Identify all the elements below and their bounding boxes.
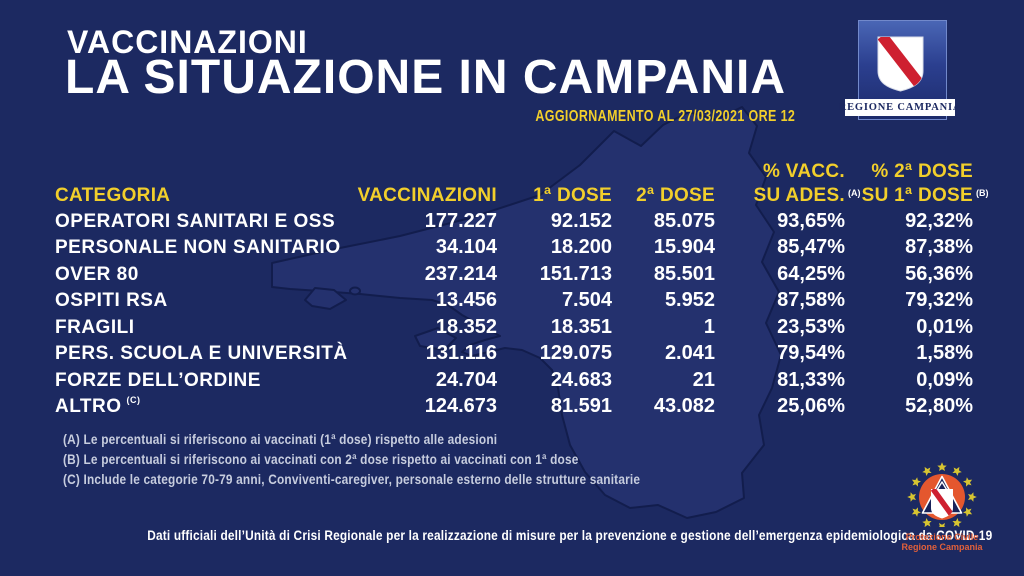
footnote-a: (A) Le percentuali si riferiscono ai vac…: [63, 432, 498, 447]
row-dose2: 5.952: [664, 289, 715, 312]
row-vaccinations: 237.214: [424, 262, 497, 285]
table-row: ALTRO (C) 124.673 81.591 43.082 25,06% 52…: [55, 394, 973, 421]
campania-shield-icon: [877, 36, 924, 92]
row-pct-adhesion: 81,33%: [777, 368, 845, 391]
row-category: PERS. SCUOLA E UNIVERSITÀ: [55, 343, 348, 365]
row-vaccinations: 131.116: [425, 342, 497, 365]
row-pct-dose2: 0,01%: [916, 315, 973, 338]
table-row: FORZE DELL’ORDINE 24.704 24.683 21 81,33…: [55, 367, 973, 394]
row-vaccinations: 13.456: [435, 289, 497, 312]
column-header-dose1: 1ª DOSE: [533, 185, 612, 206]
table-row: OSPITI RSA 13.456 7.504 5.952 87,58% 79,…: [55, 288, 973, 315]
protezione-civile-logo: Protezione Civile Regione Campania: [898, 461, 986, 552]
row-dose2: 85.501: [653, 262, 715, 285]
civil-logo-caption-line2: Regione Campania: [901, 542, 983, 552]
column-header-pct-adhesion: % VACC. SU ADES. (A): [753, 161, 861, 206]
regione-logo-banner: REGIONE CAMPANIA: [839, 99, 960, 116]
protezione-civile-emblem-icon: [907, 462, 977, 532]
table-row: PERSONALE NON SANITARIO 34.104 18.200 15…: [55, 235, 973, 262]
row-pct-dose2: 92,32%: [905, 209, 973, 232]
footnote-c: (C) Include le categorie 70-79 anni, Con…: [63, 472, 641, 487]
capri-island: [414, 327, 457, 351]
row-pct-dose2: 1,58%: [916, 342, 973, 365]
civil-logo-caption-line1: Protezione Civile: [905, 532, 979, 542]
kicker-title: VACCINAZIONI: [67, 24, 308, 60]
row-vaccinations: 34.104: [435, 236, 497, 259]
row-dose1: 92.152: [550, 209, 612, 232]
row-dose2: 85.075: [653, 209, 715, 232]
row-category: ALTRO: [55, 396, 122, 418]
table-header-row: CATEGORIA VACCINAZIONI 1ª DOSE 2ª DOSE %…: [55, 154, 989, 208]
table-row: OPERATORI SANITARI E OSS 177.227 92.152 …: [55, 208, 973, 235]
row-dose2: 1: [703, 315, 715, 338]
data-source-line: Dati ufficiali dell’Unità di Crisi Regio…: [147, 528, 993, 543]
row-category: FRAGILI: [55, 316, 135, 338]
row-dose1: 18.200: [550, 236, 612, 259]
row-pct-dose2: 0,09%: [916, 368, 973, 391]
row-vaccinations: 24.704: [435, 368, 497, 391]
row-pct-dose2: 87,38%: [905, 236, 973, 259]
row-dose2: 43.082: [653, 395, 715, 418]
row-pct-adhesion: 23,53%: [777, 315, 845, 338]
page-title: LA SITUAZIONE IN CAMPANIA: [65, 51, 786, 104]
row-dose1: 129.075: [539, 342, 612, 365]
footnotes: (A) Le percentuali si riferiscono ai vac…: [63, 430, 640, 490]
row-dose2: 21: [692, 368, 715, 391]
row-dose1: 7.504: [561, 289, 612, 312]
footnote-ref-a: (A): [848, 188, 861, 198]
row-category: OVER 80: [55, 263, 139, 285]
row-category: OSPITI RSA: [55, 290, 168, 312]
row-dose1: 81.591: [550, 395, 612, 418]
row-vaccinations: 177.227: [424, 209, 497, 232]
row-dose2: 2.041: [664, 342, 715, 365]
row-pct-dose2: 79,32%: [905, 289, 973, 312]
row-pct-dose2: 52,80%: [905, 395, 973, 418]
row-vaccinations: 18.352: [435, 315, 497, 338]
row-dose1: 24.683: [550, 368, 612, 391]
update-timestamp: AGGIORNAMENTO AL 27/03/2021 ORE 12: [535, 108, 795, 125]
row-vaccinations: 124.673: [424, 395, 497, 418]
row-dose2: 15.904: [653, 236, 715, 259]
vaccination-table: CATEGORIA VACCINAZIONI 1ª DOSE 2ª DOSE %…: [55, 154, 989, 421]
row-pct-adhesion: 64,25%: [777, 262, 845, 285]
row-dose1: 18.351: [550, 315, 612, 338]
footnote-ref-b: (B): [976, 188, 989, 198]
column-header-pct-dose2: % 2ª DOSE SU 1ª DOSE (B): [861, 161, 989, 206]
table-row: FRAGILI 18.352 18.351 1 23,53% 0,01%: [55, 314, 973, 341]
row-pct-adhesion: 87,58%: [777, 289, 845, 312]
table-row: PERS. SCUOLA E UNIVERSITÀ 131.116 129.07…: [55, 341, 973, 368]
column-header-vaccinations: VACCINAZIONI: [357, 185, 497, 206]
footnote-ref-c: (C): [126, 395, 141, 406]
column-header-dose2: 2ª DOSE: [636, 185, 715, 206]
ischia-island: [304, 287, 347, 310]
regione-campania-logo: REGIONE CAMPANIA: [839, 20, 960, 120]
footnote-b: (B) Le percentuali si riferiscono ai vac…: [63, 452, 579, 467]
table-row: OVER 80 237.214 151.713 85.501 64,25% 56…: [55, 261, 973, 288]
row-dose1: 151.713: [539, 262, 612, 285]
campania-map-outline: [271, 106, 782, 519]
row-category: OPERATORI SANITARI E OSS: [55, 210, 336, 232]
row-pct-adhesion: 25,06%: [777, 395, 845, 418]
procida-island: [349, 286, 361, 296]
row-pct-adhesion: 79,54%: [777, 342, 845, 365]
row-category: FORZE DELL’ORDINE: [55, 369, 261, 391]
row-pct-dose2: 56,36%: [905, 262, 973, 285]
row-category: PERSONALE NON SANITARIO: [55, 237, 341, 259]
column-header-category: CATEGORIA: [55, 185, 171, 206]
row-pct-adhesion: 85,47%: [777, 236, 845, 259]
row-pct-adhesion: 93,65%: [777, 209, 845, 232]
